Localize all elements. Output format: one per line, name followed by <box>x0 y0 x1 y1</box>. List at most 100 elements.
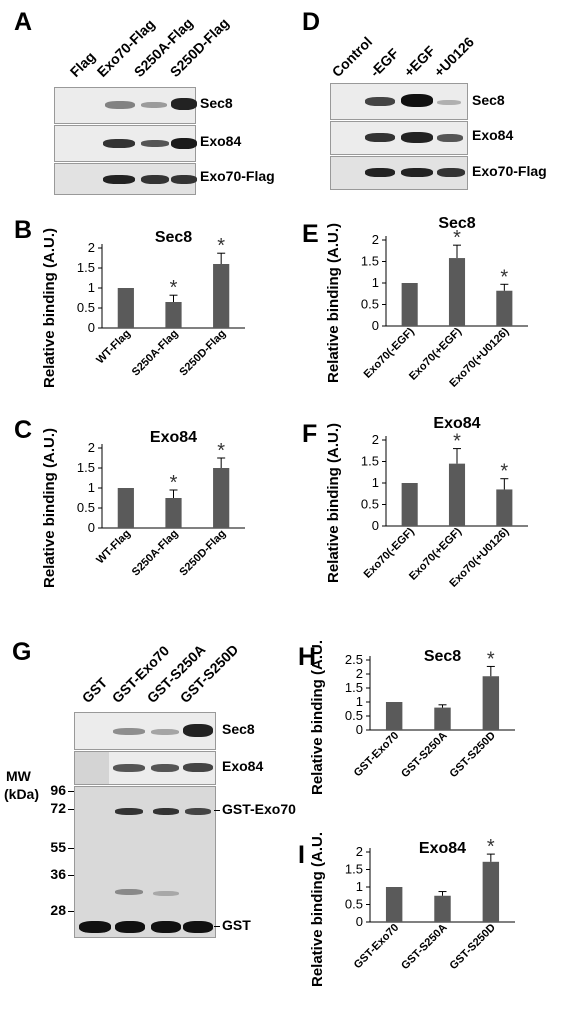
tick-96 <box>68 791 74 792</box>
band <box>401 94 433 107</box>
category-label: WT-Flag <box>94 328 133 367</box>
y-tick-label: 0 <box>356 914 363 929</box>
y-tick-label: 0 <box>372 318 379 333</box>
panel-a-exo84-label: Exo84 <box>200 133 242 149</box>
band <box>79 921 111 933</box>
band <box>113 728 145 735</box>
bar <box>434 707 451 730</box>
chart-title: Exo84 <box>433 415 480 432</box>
panel-g-mw-55: 55 <box>50 839 66 855</box>
panel-i-letter: I <box>298 841 305 869</box>
y-tick-label: 2.5 <box>345 652 363 667</box>
tick-72 <box>68 809 74 810</box>
panel-g-mw-28: 28 <box>50 902 66 918</box>
chart-h: Sec8 Relative binding (A.U.) 00.511.522.5 G… <box>310 640 515 795</box>
panel-h-letter: H <box>298 643 317 671</box>
band <box>401 132 433 143</box>
y-axis-label: Relative binding (A.U.) <box>310 640 326 795</box>
panel-d-exo84-label: Exo84 <box>472 127 514 143</box>
category-label: GST-S250D <box>448 922 498 972</box>
band <box>183 921 213 933</box>
panel-f-letter: F <box>302 420 318 448</box>
significance-marker: * <box>170 472 178 494</box>
y-tick-label: 0 <box>88 320 95 335</box>
category-label: S250D-Flag <box>177 328 228 379</box>
gst-exo70-pointer <box>214 810 220 811</box>
y-tick-label: 1.5 <box>361 454 379 469</box>
bar <box>385 702 403 730</box>
band <box>151 729 179 735</box>
significance-marker: * <box>500 461 508 483</box>
chart-title: Sec8 <box>424 648 461 665</box>
panel-d-sec8-blot <box>330 83 468 120</box>
panel-g-mw-72: 72 <box>50 800 66 816</box>
category-label: S250A-Flag <box>130 328 181 379</box>
panel-g-coomassie-gel <box>74 786 216 938</box>
chart-b: Sec8 Relative binding (A.U.) 0 0.5 1 1.5 2 WT-F… <box>41 228 245 388</box>
band <box>185 808 211 815</box>
significance-marker: * <box>487 648 495 670</box>
band <box>365 168 395 177</box>
bar <box>213 468 230 528</box>
band <box>115 889 143 895</box>
y-tick-label: 0.5 <box>361 297 379 312</box>
tick-28 <box>68 911 74 912</box>
y-axis-label: Relative binding (A.U.) <box>310 832 326 987</box>
bar <box>448 258 466 326</box>
chart-c: Exo84 Relative binding (A.U.) 0 0.5 1 1.5 2 WT-… <box>41 428 245 588</box>
bar <box>165 498 182 528</box>
y-tick-label: 2 <box>356 666 363 681</box>
category-label: WT-Flag <box>94 528 133 567</box>
y-tick-label: 2 <box>372 432 379 447</box>
y-tick-label: 2 <box>88 240 95 255</box>
y-tick-label: 0.5 <box>77 300 95 315</box>
bar <box>117 488 134 528</box>
significance-marker: * <box>453 227 461 249</box>
panel-a-letter: A <box>14 8 33 36</box>
y-tick-label: 0 <box>372 518 379 533</box>
chart-i: Exo84 Relative binding (A.U.) 0 0.5 1 1.5 2 GST… <box>310 832 515 987</box>
bar <box>496 290 513 326</box>
chart-title: Sec8 <box>438 215 475 232</box>
band <box>105 101 135 109</box>
band <box>141 175 169 184</box>
y-tick-label: 1 <box>356 694 363 709</box>
panel-g-gst-exo70-label: GST-Exo70 <box>222 801 296 817</box>
chart-title: Exo84 <box>419 840 466 857</box>
y-axis-label: Relative binding (A.U.) <box>41 428 58 588</box>
significance-marker: * <box>487 836 495 858</box>
y-axis-label: Relative binding (A.U.) <box>41 228 58 388</box>
y-tick-label: 0.5 <box>361 497 379 512</box>
panel-d-exo70-flag-label: Exo70-Flag <box>472 163 547 179</box>
panel-a-exo70-flag-label: Exo70-Flag <box>200 168 275 184</box>
band <box>151 921 181 933</box>
category-label: GST-S250D <box>448 730 498 780</box>
bar <box>401 283 418 326</box>
band <box>365 97 395 106</box>
bar <box>213 264 230 328</box>
y-tick-label: 1.5 <box>345 862 363 877</box>
band <box>115 808 143 815</box>
chart-title: Exo84 <box>150 429 197 446</box>
bar <box>117 288 134 328</box>
bar <box>496 489 513 526</box>
bar <box>434 895 451 922</box>
band <box>401 168 433 177</box>
significance-marker: * <box>217 440 225 462</box>
band <box>141 140 169 147</box>
band <box>115 921 145 933</box>
y-tick-label: 2 <box>88 440 95 455</box>
category-label: S250A-Flag <box>130 528 181 579</box>
panel-g-sec8-blot <box>74 712 216 750</box>
y-tick-label: 0 <box>88 520 95 535</box>
panel-d-exo70-flag-blot <box>330 156 468 190</box>
band <box>183 724 213 737</box>
band <box>103 175 135 184</box>
significance-marker: * <box>170 277 178 299</box>
significance-marker: * <box>217 235 225 257</box>
y-tick-label: 1 <box>372 475 379 490</box>
significance-marker: * <box>453 431 461 453</box>
band <box>365 133 395 142</box>
